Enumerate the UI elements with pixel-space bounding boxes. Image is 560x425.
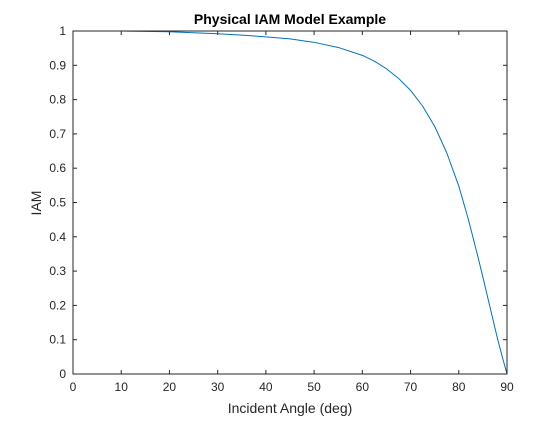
y-tick-labels: 0 0.1 0.2 0.3 0.4 0.5 0.6 0.7 0.8 0.9 1 [49, 24, 66, 381]
x-tick-label: 90 [500, 380, 514, 394]
y-tick-label: 0.4 [49, 230, 66, 244]
y-axis-label: IAM [28, 191, 44, 216]
y-tick-label: 0 [59, 367, 66, 381]
x-tick-label: 30 [211, 380, 225, 394]
y-tick-label: 0.6 [49, 161, 66, 175]
y-tick-label: 0.7 [49, 127, 66, 141]
x-axis-label: Incident Angle (deg) [228, 400, 353, 416]
y-tick-label: 0.1 [49, 333, 66, 347]
x-tick-label: 10 [115, 380, 129, 394]
x-tick-label: 20 [163, 380, 177, 394]
y-tick-label: 0.5 [49, 196, 66, 210]
series-line-0 [73, 30, 508, 375]
x-tick-label: 50 [307, 380, 321, 394]
y-tick-label: 0.8 [49, 93, 66, 107]
y-tick-label: 0.9 [49, 58, 66, 72]
x-tick-label: 60 [356, 380, 370, 394]
y-tick-label: 0.3 [49, 264, 66, 278]
y-tick-label: 0.2 [49, 298, 66, 312]
axes-box [72, 30, 508, 375]
series-lines [73, 30, 508, 375]
plot-area [73, 31, 507, 374]
chart-title: Physical IAM Model Example [194, 11, 386, 27]
x-tick-label: 40 [259, 380, 273, 394]
x-tick-label: 80 [452, 380, 466, 394]
y-tick-label: 1 [59, 24, 66, 38]
x-tick-label: 70 [404, 380, 418, 394]
x-tick-labels: 0 10 20 30 40 50 60 70 80 90 [70, 380, 514, 394]
x-tick-label: 0 [70, 380, 77, 394]
